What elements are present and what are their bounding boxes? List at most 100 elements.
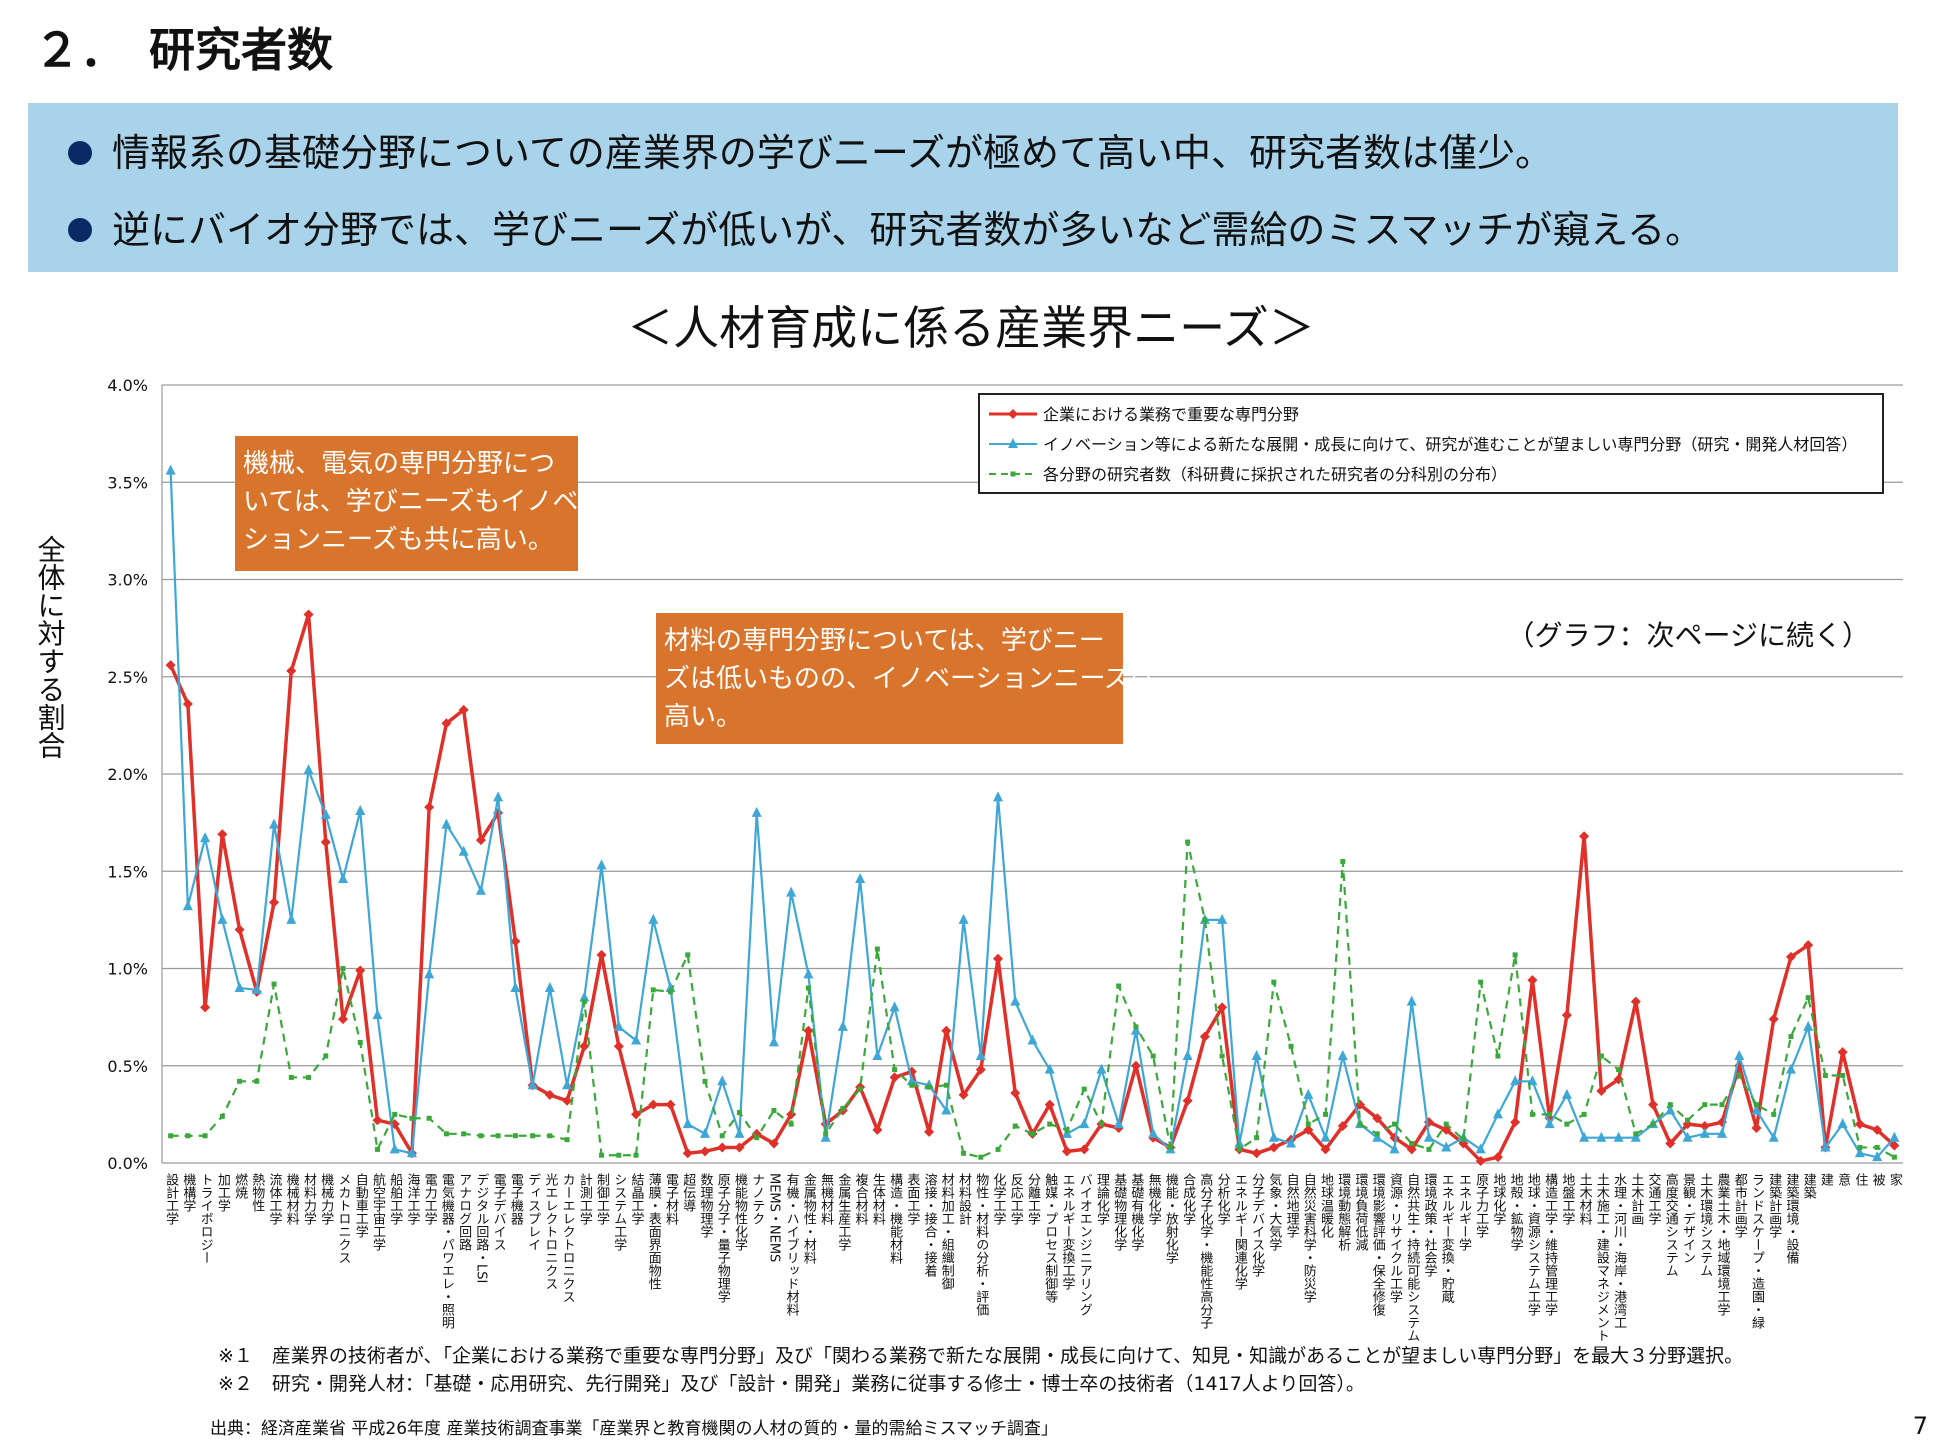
point <box>1699 1127 1710 1138</box>
point <box>579 1041 590 1052</box>
point <box>751 806 762 817</box>
x-tick-label: 合成化学 <box>1180 1173 1196 1225</box>
x-tick-label: 計測工学 <box>577 1172 593 1225</box>
point <box>1096 1063 1107 1074</box>
point <box>1633 1131 1639 1137</box>
point <box>1305 1121 1311 1127</box>
point <box>872 1050 883 1061</box>
x-tick-label: 海洋工学 <box>404 1173 420 1225</box>
point <box>1044 1063 1055 1074</box>
y-tick-label: 3.5% <box>107 473 148 492</box>
point <box>943 1082 949 1088</box>
point <box>1061 1127 1072 1138</box>
bullet <box>68 218 92 242</box>
point <box>286 665 297 676</box>
point <box>182 698 193 709</box>
x-tick-label: 建 <box>1818 1173 1834 1187</box>
point <box>768 1036 779 1047</box>
point <box>303 609 314 620</box>
point <box>1441 1141 1452 1152</box>
x-tick-label: 化学工学 <box>991 1173 1007 1225</box>
x-tick-label: 電子機器 <box>508 1173 524 1226</box>
point <box>596 949 607 960</box>
point <box>995 1146 1001 1152</box>
x-tick-label: 高度交通システム <box>1663 1172 1679 1277</box>
point <box>564 1137 570 1143</box>
x-tick-label: エネルギー変換工学 <box>1059 1173 1075 1290</box>
x-tick-label: 住 <box>1852 1173 1868 1186</box>
point <box>650 987 656 993</box>
point <box>1012 1123 1018 1129</box>
y-tick-label: 0.5% <box>107 1057 148 1076</box>
point <box>1803 1020 1814 1031</box>
point <box>217 913 228 924</box>
x-tick-label: 材料設計 <box>956 1173 972 1225</box>
x-tick-label: 結晶工学 <box>629 1173 645 1225</box>
point <box>406 1147 417 1158</box>
point <box>1510 1117 1521 1128</box>
point <box>1630 1131 1641 1142</box>
x-tick-label: 自然地理学 <box>1284 1173 1300 1238</box>
x-tick-label: 無機材料 <box>818 1173 834 1225</box>
point <box>616 1152 622 1158</box>
point <box>424 968 435 979</box>
point <box>581 999 587 1005</box>
point <box>1682 1131 1693 1142</box>
x-tick-label: 高分子化学・機能性高分子 <box>1197 1172 1213 1329</box>
point <box>702 1078 708 1084</box>
banner-bullet: 逆にバイオ分野では、学びニーズが低いが、研究者数が多いなど需給のミスマッチが窺え… <box>112 208 1703 252</box>
point <box>1736 1072 1742 1078</box>
point <box>1596 1131 1607 1142</box>
point <box>1630 996 1641 1007</box>
point <box>424 802 435 813</box>
point <box>1598 1053 1604 1059</box>
x-tick-label: エネルギー学 <box>1456 1173 1472 1251</box>
point <box>892 1067 898 1073</box>
point <box>1426 1146 1432 1152</box>
x-tick-label: 水理・河川・海岸・港湾工 <box>1611 1173 1627 1329</box>
point <box>544 981 555 992</box>
x-tick-label: 景観・デザイン <box>1680 1173 1696 1264</box>
x-tick-label: 農業土木・地域環境工学 <box>1715 1173 1731 1316</box>
x-tick-label: 土木材料 <box>1577 1173 1593 1225</box>
x-tick-label: ランドスケープ・造園・緑 <box>1749 1173 1765 1329</box>
point <box>613 1020 624 1031</box>
annotation-box <box>235 436 578 571</box>
point <box>1495 1053 1501 1059</box>
x-tick-label: アナログ回路 <box>456 1173 472 1251</box>
point <box>547 1133 553 1139</box>
x-tick-label: 環境動態解析 <box>1335 1173 1351 1251</box>
point <box>1579 1131 1590 1142</box>
point <box>493 791 504 802</box>
point <box>1406 1144 1417 1155</box>
x-tick-label: 薄膜・表面界面物性 <box>646 1173 662 1290</box>
point <box>1268 1131 1279 1142</box>
x-tick-label: 無機化学 <box>1146 1173 1162 1225</box>
point <box>200 1002 211 1013</box>
point <box>1337 1121 1348 1132</box>
chart-title: ＜人材育成に係る産業界ニーズ＞ <box>627 301 1315 355</box>
x-tick-label: 航空宇宙工学 <box>370 1172 386 1251</box>
point <box>562 1079 573 1090</box>
point <box>699 1127 710 1138</box>
x-tick-label: バイオエンジニアリング <box>1077 1173 1093 1316</box>
point <box>961 1150 967 1156</box>
point <box>958 1089 969 1100</box>
point <box>1889 1140 1900 1151</box>
x-tick-label: ディスプレイ <box>525 1173 540 1251</box>
point <box>475 884 486 895</box>
legend-box <box>978 393 1884 494</box>
point <box>357 1039 363 1045</box>
point <box>1236 1146 1242 1152</box>
point <box>234 981 245 992</box>
x-tick-label: ナノテク <box>749 1173 764 1225</box>
point <box>1286 1137 1297 1148</box>
x-tick-label: 機能・放射化学 <box>1163 1173 1179 1264</box>
chart-note: （グラフ：次ページに続く） <box>1507 619 1870 652</box>
point <box>1064 1127 1070 1133</box>
x-tick-label: 地殻・鉱物学 <box>1508 1173 1524 1251</box>
point <box>458 845 469 856</box>
point <box>786 886 797 897</box>
point <box>1133 1024 1139 1030</box>
point <box>1130 1024 1141 1035</box>
